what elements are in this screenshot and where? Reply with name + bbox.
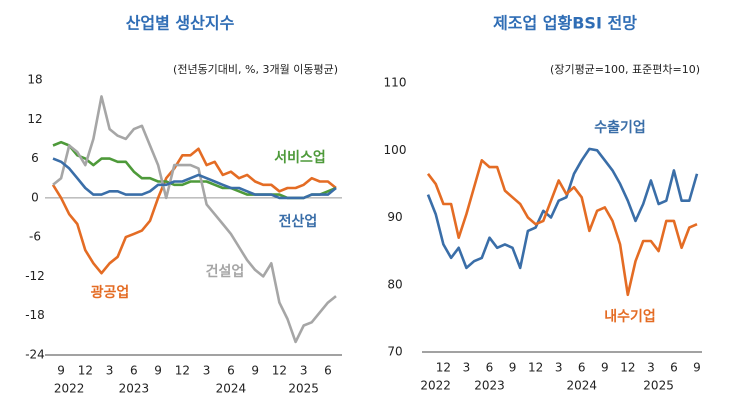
series-label: 건설업 bbox=[206, 263, 245, 280]
y-tick-label: 6 bbox=[31, 151, 39, 165]
x-tick-label: 3 bbox=[106, 364, 114, 378]
y-tick-label: -18 bbox=[25, 308, 45, 322]
x-tick-label: 12 bbox=[175, 364, 190, 378]
x-tick-label: 9 bbox=[601, 361, 609, 375]
x-tick-label: 3 bbox=[555, 361, 563, 375]
series-line bbox=[51, 147, 337, 275]
x-tick-label: 6 bbox=[130, 364, 138, 378]
series-label: 광공업 bbox=[91, 284, 130, 301]
y-tick-label: -12 bbox=[25, 269, 45, 283]
x-group-label: 2023 bbox=[119, 382, 150, 396]
x-tick-label: 9 bbox=[693, 361, 701, 375]
x-tick-label: 6 bbox=[227, 364, 235, 378]
series-label: 전산업 bbox=[279, 213, 318, 230]
x-tick-label: 3 bbox=[203, 364, 211, 378]
x-tick-label: 3 bbox=[463, 361, 471, 375]
x-group-label: 2025 bbox=[643, 379, 674, 393]
x-tick-label: 12 bbox=[528, 361, 543, 375]
chart-subtitle: (장기평균=100, 표준편차=10) bbox=[550, 63, 700, 76]
x-tick-label: 6 bbox=[670, 361, 678, 375]
x-tick-label: 9 bbox=[57, 364, 65, 378]
y-tick-label: 80 bbox=[387, 277, 402, 291]
y-tick-label: 18 bbox=[27, 73, 42, 87]
series-line bbox=[52, 157, 337, 200]
x-tick-label: 6 bbox=[578, 361, 586, 375]
x-tick-label: 12 bbox=[78, 364, 93, 378]
x-group-label: 2023 bbox=[474, 379, 505, 393]
x-tick-label: 9 bbox=[509, 361, 517, 375]
series-label: 수출기업 bbox=[594, 119, 646, 136]
series-line bbox=[426, 147, 699, 270]
x-tick-label: 9 bbox=[251, 364, 259, 378]
y-tick-label: 90 bbox=[387, 210, 402, 224]
series-line bbox=[52, 95, 337, 344]
y-tick-label: 0 bbox=[31, 190, 39, 204]
x-group-label: 2022 bbox=[420, 379, 451, 393]
x-group-label: 2024 bbox=[566, 379, 597, 393]
y-tick-label: 12 bbox=[27, 112, 42, 126]
chart-title: 산업별 생산지수 bbox=[126, 14, 235, 33]
y-tick-label: 100 bbox=[384, 143, 407, 157]
y-tick-label: 110 bbox=[384, 76, 407, 90]
x-group-label: 2022 bbox=[54, 382, 85, 396]
x-tick-label: 9 bbox=[154, 364, 162, 378]
y-tick-label: 70 bbox=[387, 345, 402, 359]
x-tick-label: 12 bbox=[620, 361, 635, 375]
series-label: 내수기업 bbox=[604, 309, 656, 325]
x-group-label: 2024 bbox=[216, 382, 247, 396]
chart-subtitle: (전년동기대비, %, 3개월 이동평균) bbox=[173, 63, 338, 76]
x-tick-label: 3 bbox=[300, 364, 308, 378]
series-line bbox=[426, 159, 698, 297]
y-tick-label: -6 bbox=[29, 230, 41, 244]
x-tick-label: 6 bbox=[486, 361, 494, 375]
x-tick-label: 12 bbox=[436, 361, 451, 375]
series-label: 서비스업 bbox=[274, 150, 326, 166]
x-tick-label: 6 bbox=[324, 364, 332, 378]
chart-title: 제조업 업황BSI 전망 bbox=[493, 14, 637, 33]
x-tick-label: 12 bbox=[272, 364, 287, 378]
x-tick-label: 3 bbox=[647, 361, 655, 375]
x-group-label: 2025 bbox=[288, 382, 319, 396]
y-tick-label: -24 bbox=[25, 348, 45, 362]
